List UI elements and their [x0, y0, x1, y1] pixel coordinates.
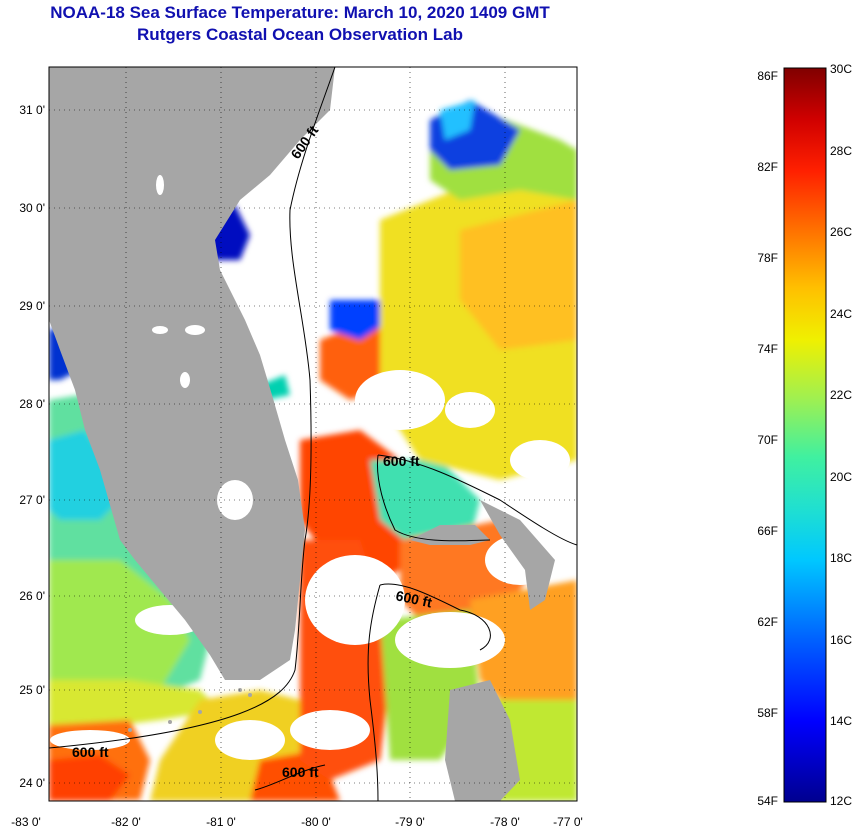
lon-label: -78 0' [490, 815, 520, 829]
map-frame [48, 66, 578, 802]
colorbar-c-label: 14C [830, 714, 852, 728]
graticule [49, 67, 577, 801]
colorbar-f-label: 58F [757, 706, 778, 720]
lon-label: -81 0' [206, 815, 236, 829]
colorbar-f-label: 78F [757, 251, 778, 265]
colorbar-c-label: 20C [830, 470, 852, 484]
lon-label: -82 0' [111, 815, 141, 829]
lat-label: 31 0' [19, 103, 45, 117]
colorbar-f-label: 74F [757, 342, 778, 356]
lon-label: -77 0' [553, 815, 583, 829]
colorbar-c-label: 28C [830, 144, 852, 158]
isobath-label: 600 ft [394, 587, 433, 610]
colorbar-c-label: 16C [830, 633, 852, 647]
colorbar-f-label: 54F [757, 794, 778, 808]
lat-label: 25 0' [19, 683, 45, 697]
lat-label: 28 0' [19, 397, 45, 411]
map-area: 600 ft 600 ft 600 ft 600 ft 600 ft [49, 67, 577, 801]
colorbar-c-label: 24C [830, 307, 852, 321]
colorbar-f-label: 66F [757, 524, 778, 538]
colorbar-c-label: 18C [830, 551, 852, 565]
lat-label: 27 0' [19, 493, 45, 507]
lon-label: -83 0' [11, 815, 41, 829]
lat-label: 24 0' [19, 776, 45, 790]
lon-label: -80 0' [301, 815, 331, 829]
isobath-label: 600 ft [383, 453, 420, 469]
map-subtitle: Rutgers Coastal Ocean Observation Lab [137, 25, 463, 44]
colorbar-c-label: 30C [830, 62, 852, 76]
isobath-label: 600 ft [72, 744, 109, 760]
colorbar-f-label: 62F [757, 615, 778, 629]
colorbar-c-label: 26C [830, 225, 852, 239]
lat-label: 29 0' [19, 299, 45, 313]
colorbar-f-label: 86F [757, 69, 778, 83]
lat-label: 26 0' [19, 589, 45, 603]
colorbar [783, 67, 827, 803]
colorbar-f-label: 70F [757, 433, 778, 447]
abaco-land [480, 500, 555, 610]
lon-label: -79 0' [395, 815, 425, 829]
colorbar-f-label: 82F [757, 160, 778, 174]
isobath-label: 600 ft [282, 764, 319, 780]
colorbar-c-label: 12C [830, 794, 852, 808]
andros-land [445, 680, 520, 801]
colorbar-c-label: 22C [830, 388, 852, 402]
lat-label: 30 0' [19, 201, 45, 215]
map-title: NOAA-18 Sea Surface Temperature: March 1… [50, 3, 550, 22]
florida-land [49, 67, 335, 680]
